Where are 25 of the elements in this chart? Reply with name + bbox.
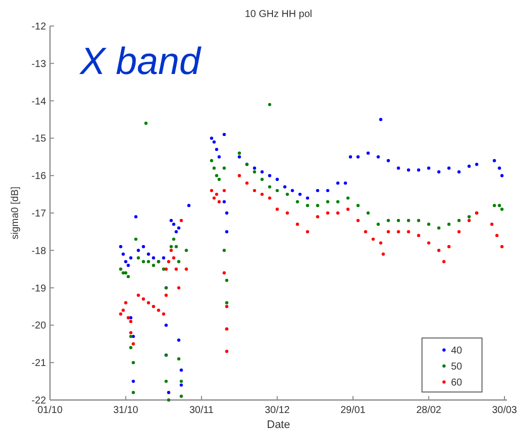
x-tick-label: 31/10 — [113, 405, 139, 416]
chart-title: 10 GHz HH pol — [244, 9, 312, 20]
legend-label: 50 — [451, 362, 463, 372]
legend-label: 40 — [451, 346, 463, 356]
y-tick-label: -22 — [32, 396, 46, 406]
x-tick-label: 01/10 — [37, 405, 63, 416]
x-tick-label: 28/02 — [416, 405, 442, 416]
y-tick-label: -13 — [32, 58, 46, 70]
y-tick-label: -16 — [32, 171, 46, 182]
y-tick-label: -19 — [32, 283, 46, 294]
y-tick-label: -14 — [32, 96, 46, 108]
x-tick-label: 30/12 — [264, 405, 290, 416]
y-tick-label: -17 — [32, 208, 46, 220]
x-tick-label: 30/03 — [492, 405, 518, 416]
annotation: X band — [79, 41, 202, 83]
y-tick-label: -18 — [32, 246, 46, 257]
y-tick-label: -21 — [32, 358, 46, 370]
y-tick-label: -15 — [32, 134, 46, 145]
legend-label: 60 — [451, 378, 463, 388]
x-tick-label: 29/01 — [340, 405, 366, 416]
y-tick-label: -12 — [32, 22, 46, 32]
y-axis-title: sigma0 [dB] — [10, 186, 21, 240]
y-tick-label: -20 — [32, 320, 46, 332]
x-tick-label: 30/11 — [189, 405, 214, 416]
x-axis-title: Date — [266, 419, 290, 431]
